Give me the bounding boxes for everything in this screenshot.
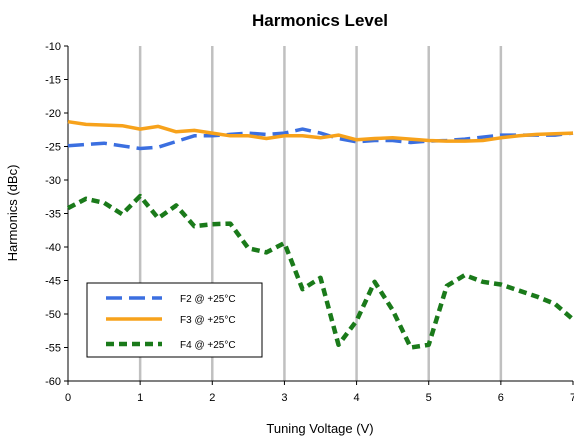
y-tick-label: -30	[45, 175, 61, 187]
y-tick-label: -10	[45, 41, 61, 53]
x-tick-label: 1	[137, 392, 143, 404]
x-tick-label: 5	[426, 392, 432, 404]
y-tick-label: -40	[45, 242, 61, 254]
x-tick-label: 3	[281, 392, 287, 404]
x-tick-label: 7	[570, 392, 574, 404]
axes	[64, 45, 574, 385]
y-tick-label: -15	[45, 75, 61, 87]
y-tick-label: -45	[45, 276, 61, 288]
y-tick-label: -60	[45, 376, 61, 388]
legend-label-3: F4 @ +25°C	[180, 340, 236, 351]
y-tick-label: -35	[45, 209, 61, 221]
legend-label-1: F2 @ +25°C	[180, 294, 236, 305]
legend-label-2: F3 @ +25°C	[180, 315, 236, 326]
x-axis-label: Tuning Voltage (V)	[266, 421, 373, 436]
y-tick-label: -50	[45, 309, 61, 321]
x-tick-label: 2	[209, 392, 215, 404]
legend: F2 @ +25°C F3 @ +25°C F4 @ +25°C	[86, 282, 263, 358]
y-tick-labels: -10 -15 -20 -25 -30 -35 -40 -45 -50 -55 -60	[45, 41, 61, 388]
x-tick-labels: 0 1 2 3 4 5 6 7	[65, 392, 574, 404]
series-line-3	[66, 193, 574, 350]
y-axis-label: Harmonics (dBc)	[5, 165, 20, 262]
x-tick-label: 0	[65, 392, 71, 404]
y-tick-label: -25	[45, 142, 61, 154]
x-tick-label: 6	[498, 392, 504, 404]
chart-title: Harmonics Level	[252, 11, 388, 30]
series-lines	[66, 119, 574, 350]
y-tick-label: -55	[45, 343, 61, 355]
series-line-2	[67, 119, 574, 143]
y-tick-label: -20	[45, 108, 61, 120]
series-line-1	[67, 127, 574, 151]
x-tick-label: 4	[354, 392, 360, 404]
